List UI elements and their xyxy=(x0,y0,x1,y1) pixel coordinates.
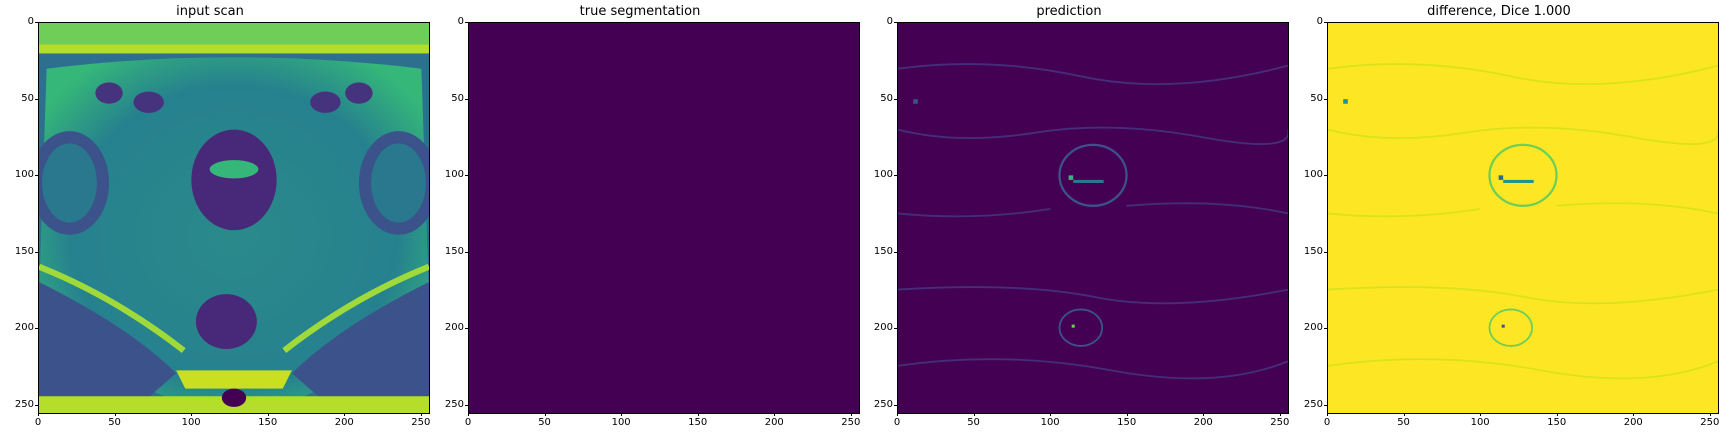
x-tick-label: 0 xyxy=(23,413,53,429)
panel-title: true segmentation xyxy=(579,4,701,19)
x-tick-label: 200 xyxy=(1618,413,1648,429)
x-tick-label: 0 xyxy=(882,413,912,429)
y-tick-label: 200 xyxy=(1299,322,1327,334)
y-tick-label: 250 xyxy=(440,399,468,411)
x-tick-label: 100 xyxy=(1465,413,1495,429)
x-tick-label: 0 xyxy=(453,413,483,429)
y-tick-label: 250 xyxy=(1299,399,1327,411)
x-tick-label: 50 xyxy=(530,413,560,429)
x-tick-label: 200 xyxy=(1188,413,1218,429)
mri-scan-image xyxy=(39,23,429,413)
y-tick-label: 250 xyxy=(10,399,38,411)
x-tick-label: 150 xyxy=(683,413,713,429)
y-tick-label: 50 xyxy=(869,93,897,105)
x-tick-label: 200 xyxy=(329,413,359,429)
y-tick-label: 200 xyxy=(10,322,38,334)
prediction-image xyxy=(898,23,1288,413)
y-tick-label: 50 xyxy=(10,93,38,105)
panel-title: prediction xyxy=(1036,4,1102,19)
x-tick-label: 150 xyxy=(253,413,283,429)
panel-title: difference, Dice 1.000 xyxy=(1427,4,1571,19)
y-tick-label: 0 xyxy=(1299,16,1327,28)
x-tick-label: 100 xyxy=(1035,413,1065,429)
y-tick-label: 150 xyxy=(10,246,38,258)
x-tick-label: 50 xyxy=(1389,413,1419,429)
y-tick-label: 250 xyxy=(869,399,897,411)
x-tick-label: 150 xyxy=(1542,413,1572,429)
panel-difference: difference, Dice 1.000 0 50 1 xyxy=(1299,0,1719,432)
image-true-segmentation xyxy=(468,22,860,414)
y-tick-label: 0 xyxy=(440,16,468,28)
panel-title: input scan xyxy=(176,4,244,19)
x-tick-label: 100 xyxy=(176,413,206,429)
x-tick-label: 250 xyxy=(1265,413,1295,429)
y-tick-label: 150 xyxy=(869,246,897,258)
y-tick-label: 100 xyxy=(10,169,38,181)
x-tick-label: 50 xyxy=(959,413,989,429)
y-tick-label: 0 xyxy=(869,16,897,28)
y-tick-label: 150 xyxy=(440,246,468,258)
x-tick-label: 250 xyxy=(836,413,866,429)
y-tick-label: 150 xyxy=(1299,246,1327,258)
x-tick-label: 250 xyxy=(1695,413,1725,429)
y-tick-label: 50 xyxy=(1299,93,1327,105)
panel-prediction: prediction 0 50 100 150 200 250 0 xyxy=(869,0,1289,432)
x-tick-label: 50 xyxy=(100,413,130,429)
y-tick-label: 50 xyxy=(440,93,468,105)
y-tick-label: 200 xyxy=(440,322,468,334)
y-tick-label: 100 xyxy=(869,169,897,181)
panel-true-segmentation: true segmentation 0 50 100 150 200 250 0 50 100 1… xyxy=(440,0,860,432)
x-tick-label: 100 xyxy=(606,413,636,429)
x-tick-label: 150 xyxy=(1112,413,1142,429)
image-input-scan xyxy=(38,22,430,414)
y-tick-label: 0 xyxy=(10,16,38,28)
panel-input-scan: input scan xyxy=(10,0,430,432)
x-tick-label: 250 xyxy=(406,413,436,429)
difference-image xyxy=(1328,23,1718,413)
x-tick-label: 200 xyxy=(759,413,789,429)
x-tick-label: 0 xyxy=(1312,413,1342,429)
image-prediction xyxy=(897,22,1289,414)
y-tick-label: 100 xyxy=(440,169,468,181)
y-tick-label: 200 xyxy=(869,322,897,334)
image-difference xyxy=(1327,22,1719,414)
y-tick-label: 100 xyxy=(1299,169,1327,181)
